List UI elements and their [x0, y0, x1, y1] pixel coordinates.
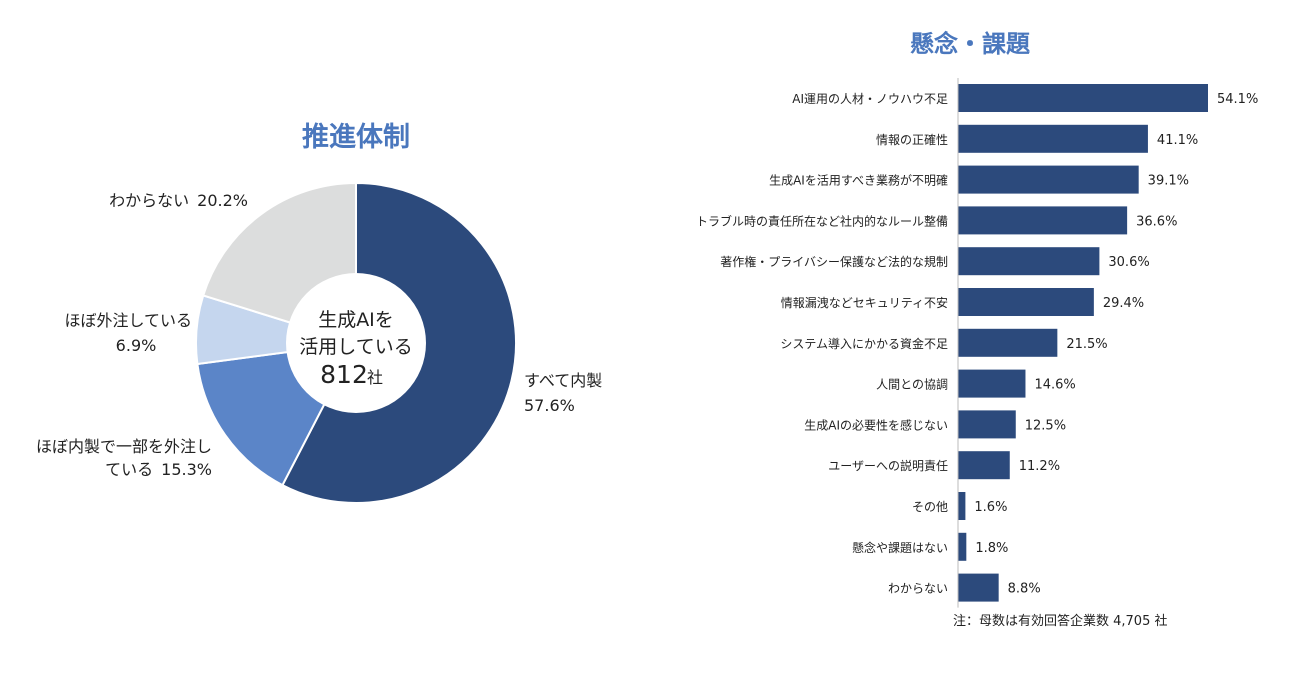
bar-category-label-8: 生成AIの必要性を感じない	[804, 417, 948, 432]
bar-value-label-4: 30.6%	[1108, 255, 1149, 270]
bar-category-label-11: 懸念や課題はない	[852, 540, 948, 555]
donut-label-3-value: 20.2%	[197, 191, 248, 210]
donut-label-0-line0: すべて内製	[524, 371, 602, 390]
bar-value-label-11: 1.8%	[975, 541, 1008, 556]
bar-9	[958, 451, 1010, 480]
donut-label-1-text: ている	[105, 460, 153, 479]
bar-category-label-3: トラブル時の責任所在など社内的なルール整備	[696, 213, 948, 228]
bar-category-label-1: 情報の正確性	[876, 132, 948, 147]
bar-6	[958, 328, 1058, 357]
bar-value-label-8: 12.5%	[1025, 418, 1066, 433]
bar-category-label-6: システム導入にかかる資金不足	[780, 336, 948, 351]
bar-category-label-2: 生成AIを活用すべき業務が不明確	[769, 173, 948, 188]
bar-title: 懸念・課題	[910, 30, 1031, 58]
bar-value-label-9: 11.2%	[1019, 459, 1060, 474]
bar-value-label-2: 39.1%	[1148, 174, 1189, 189]
bar-8	[958, 410, 1016, 439]
bar-value-label-6: 21.5%	[1066, 337, 1107, 352]
donut-label-3-line0: わからない 20.2%	[109, 191, 248, 210]
bar-2	[958, 165, 1139, 194]
bar-value-label-12: 8.8%	[1008, 582, 1041, 597]
donut-hole	[286, 273, 426, 413]
bar-5	[958, 288, 1094, 316]
bar-value-label-10: 1.6%	[974, 500, 1007, 515]
bar-category-label-7: 人間との協調	[876, 377, 948, 392]
donut-center-unit: 社	[367, 368, 383, 387]
bar-7	[958, 369, 1026, 398]
donut-title: 推進体制	[302, 122, 410, 153]
bar-value-label-3: 36.6%	[1136, 214, 1177, 229]
bar-value-label-7: 14.6%	[1034, 378, 1075, 393]
bar-1	[958, 124, 1148, 153]
bar-12	[958, 573, 999, 602]
bar-value-label-5: 29.4%	[1103, 296, 1144, 311]
bar-0	[958, 84, 1208, 112]
donut-center-line1: 生成AIを	[318, 309, 394, 331]
bar-category-label-0: AI運用の人材・ノウハウ不足	[792, 92, 948, 106]
bar-11	[958, 532, 967, 561]
donut-label-1-line1: ている 15.3%	[105, 460, 212, 479]
donut-center-count: 812	[320, 360, 368, 389]
bar-value-label-1: 41.1%	[1157, 133, 1198, 148]
donut-label-2-line1: 6.9%	[116, 336, 157, 355]
bar-10	[958, 492, 966, 520]
bar-category-label-9: ユーザーへの説明責任	[828, 458, 948, 473]
donut-label-2-line0: ほぼ外注している	[64, 311, 192, 330]
donut-label-0-line1: 57.6%	[524, 396, 575, 415]
bar-value-label-0: 54.1%	[1217, 92, 1258, 107]
bar-category-label-5: 情報漏洩などセキュリティ不安	[781, 295, 948, 310]
bar-3	[958, 206, 1128, 235]
donut-label-1-line0: ほぼ内製で一部を外注し	[36, 437, 212, 456]
donut-center-line2: 活用している	[299, 336, 412, 358]
donut-label-3-text: わからない	[109, 191, 189, 210]
bar-category-label-10: その他	[912, 500, 948, 514]
bar-category-label-4: 著作権・プライバシー保護など法的な規制	[720, 254, 948, 269]
bar-4	[958, 247, 1100, 276]
bar-category-label-12: わからない	[888, 582, 948, 596]
donut-label-1-value: 15.3%	[161, 460, 212, 479]
bar-note: 注：母数は有効回答企業数 4,705 社	[953, 613, 1167, 629]
